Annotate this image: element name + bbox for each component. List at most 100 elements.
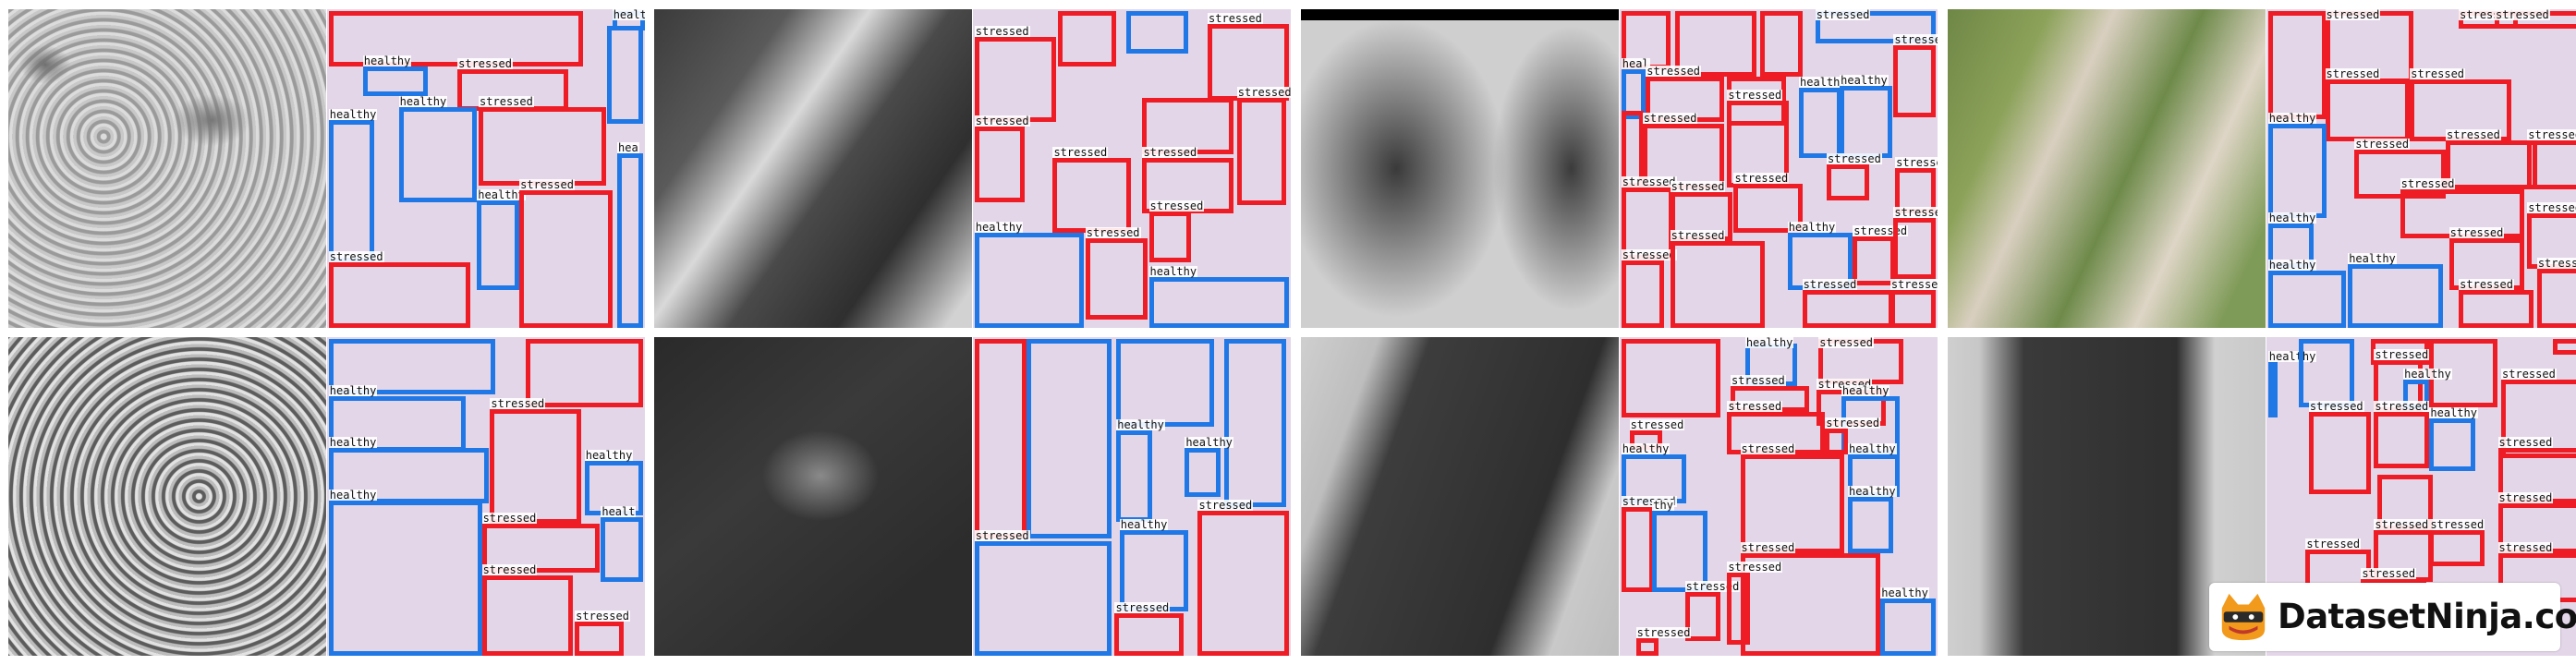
healthy-bounding-box bbox=[328, 500, 482, 656]
box-label: stressed bbox=[1733, 172, 1790, 186]
original-photo bbox=[8, 337, 326, 656]
stressed-bounding-box bbox=[974, 338, 1027, 538]
healthy-bounding-box bbox=[477, 200, 520, 291]
stressed-bounding-box bbox=[2536, 269, 2576, 328]
box-label: stressed bbox=[1635, 625, 1692, 639]
box-label: healthy bbox=[1847, 485, 1897, 499]
stressed-bounding-box bbox=[1740, 552, 1881, 656]
box-label: stressed bbox=[974, 25, 1030, 39]
stressed-bounding-box bbox=[2527, 139, 2576, 189]
stressed-bounding-box bbox=[2354, 150, 2447, 200]
box-label: stressed bbox=[1827, 152, 1882, 166]
healthy-bounding-box bbox=[1652, 510, 1708, 592]
healthy-bounding-box bbox=[974, 541, 1112, 656]
box-label: stressed bbox=[974, 529, 1030, 543]
box-label: stressed bbox=[1815, 9, 1871, 21]
box-label: healthy bbox=[398, 95, 448, 109]
box-label: stressed bbox=[1802, 278, 1858, 292]
box-label: stressed bbox=[1642, 111, 1698, 125]
stressed-bounding-box bbox=[1825, 429, 1848, 455]
box-label: healthy bbox=[477, 188, 526, 201]
box-label: healthy bbox=[584, 449, 634, 463]
box-label: stressed bbox=[2325, 67, 2381, 81]
original-photo bbox=[8, 9, 326, 328]
box-label: stressed bbox=[1727, 400, 1783, 414]
box-label: stressed bbox=[1740, 540, 1796, 554]
annotation-overlay: healthy healthy stressed stressed healthy str… bbox=[973, 337, 1291, 656]
brand-name: DatasetNinja.com bbox=[2278, 597, 2576, 636]
stressed-bounding-box bbox=[1052, 158, 1132, 234]
box-label: healthy bbox=[2267, 349, 2317, 363]
box-label: stressed bbox=[1727, 89, 1783, 103]
box-label: healthy bbox=[1880, 586, 1929, 600]
dataset-ninja-logo[interactable]: DatasetNinja.com bbox=[2209, 583, 2576, 651]
stressed-bounding-box bbox=[1759, 10, 1803, 77]
image-panel-1: healthyhealthystressedhealthyhealthystre… bbox=[8, 9, 645, 328]
stressed-bounding-box bbox=[1889, 290, 1937, 328]
annotation-overlay: stressed stressed stressed stressed stressed… bbox=[2266, 9, 2576, 328]
box-label: stressed bbox=[519, 178, 575, 192]
stressed-bounding-box bbox=[481, 523, 600, 573]
stressed-bounding-box bbox=[974, 37, 1056, 123]
box-label: stressed bbox=[1670, 180, 1726, 194]
box-label: healthy bbox=[1185, 436, 1233, 450]
box-label: stressed bbox=[2527, 128, 2576, 140]
stressed-bounding-box bbox=[1148, 212, 1192, 263]
box-label: stressed bbox=[1727, 560, 1783, 574]
stressed-bounding-box bbox=[974, 127, 1026, 202]
box-label: stressed bbox=[1621, 175, 1677, 188]
annotation-overlay: stressed stressed stressed stressed stressed… bbox=[973, 9, 1291, 328]
box-label: stressed bbox=[490, 396, 546, 410]
box-label: stressed bbox=[1629, 417, 1685, 431]
box-label: healthy bbox=[1799, 75, 1848, 89]
image-panel-4: stressed stressed stressed stressed stressed… bbox=[1948, 9, 2576, 328]
healthy-bounding-box bbox=[1621, 69, 1646, 119]
healthy-bounding-box bbox=[2429, 418, 2475, 472]
stressed-bounding-box bbox=[2308, 412, 2371, 494]
stressed-bounding-box bbox=[1893, 44, 1937, 117]
box-label: healthy bbox=[1841, 383, 1890, 397]
box-label: healthy bbox=[612, 9, 645, 20]
image-panel-2: stressed stressed stressed stressed stressed… bbox=[654, 9, 1291, 328]
healthy-bounding-box bbox=[607, 25, 644, 124]
box-label: stressed bbox=[2325, 9, 2381, 21]
ninja-cat-logo-icon bbox=[2221, 593, 2266, 641]
box-label: stressed bbox=[1142, 146, 1198, 159]
box-label: healthy bbox=[328, 108, 378, 122]
stressed-bounding-box bbox=[575, 621, 625, 656]
stressed-bounding-box bbox=[1670, 241, 1765, 328]
stressed-bounding-box bbox=[1827, 164, 1869, 200]
healthy-bounding-box bbox=[398, 107, 478, 202]
box-label: stressed bbox=[1893, 207, 1938, 219]
stressed-bounding-box bbox=[328, 262, 471, 328]
box-label: stressed bbox=[479, 95, 534, 109]
box-label: stressed bbox=[1085, 225, 1141, 239]
stressed-bounding-box bbox=[1727, 572, 1751, 645]
stressed-bounding-box bbox=[481, 575, 574, 656]
annotation-overlay: healthyhealthystressedhealthyhealthystre… bbox=[327, 9, 645, 328]
healthy-bounding-box bbox=[1116, 338, 1215, 428]
box-label: healthy bbox=[2348, 252, 2397, 265]
stressed-bounding-box bbox=[2553, 338, 2576, 356]
stressed-bounding-box bbox=[1733, 184, 1803, 234]
stressed-bounding-box bbox=[1893, 218, 1937, 279]
healthy-bounding-box bbox=[2299, 338, 2355, 408]
box-label: stressed bbox=[1052, 146, 1109, 159]
box-label: stressed bbox=[481, 511, 538, 525]
box-label: healthy bbox=[2267, 111, 2317, 125]
box-label: healthy bbox=[1840, 74, 1889, 88]
image-panel-3: stressed heal stressed stressed stressed heal… bbox=[1301, 9, 1938, 328]
annotation-overlay: healthy stressed healthy healthy healthy stre… bbox=[327, 337, 645, 656]
box-label: stressed bbox=[2308, 400, 2364, 414]
box-label: healthy bbox=[2267, 211, 2317, 224]
box-label: hea bbox=[617, 140, 639, 154]
original-photo bbox=[1948, 9, 2266, 328]
box-label: stressed bbox=[2448, 225, 2505, 239]
stressed-bounding-box bbox=[1114, 613, 1184, 656]
box-label: stressed bbox=[2354, 138, 2411, 151]
stressed-bounding-box bbox=[2325, 79, 2411, 142]
original-photo bbox=[1301, 9, 1619, 328]
stressed-bounding-box bbox=[1085, 237, 1148, 320]
stressed-bounding-box bbox=[328, 10, 583, 66]
box-label: stressed bbox=[1646, 64, 1702, 78]
